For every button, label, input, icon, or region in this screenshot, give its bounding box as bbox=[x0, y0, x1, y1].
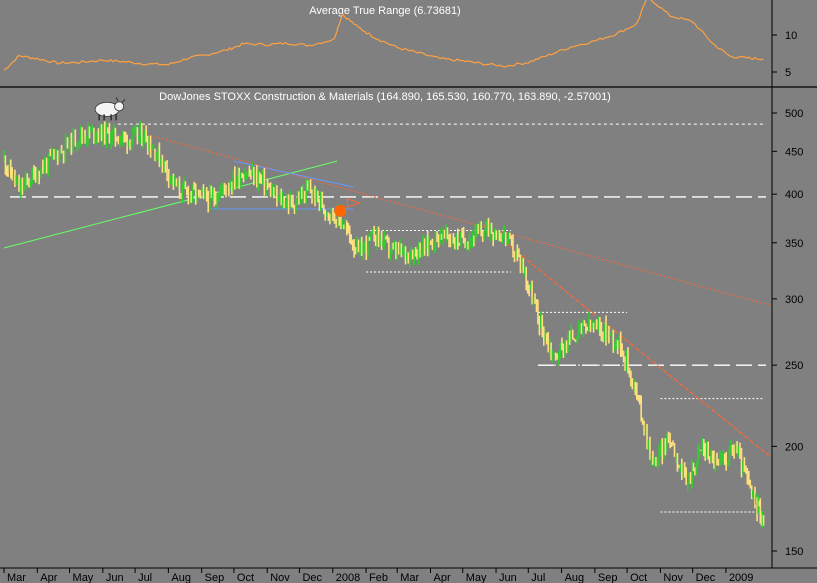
price-tick-label: 200 bbox=[785, 441, 803, 453]
atr-series-line bbox=[3, 0, 764, 71]
x-tick-label: Feb bbox=[369, 572, 388, 583]
bull-icon bbox=[94, 97, 126, 121]
x-tick-label: Oct bbox=[237, 572, 254, 583]
sell-signal-arrow-icon bbox=[346, 198, 361, 208]
price-y-axis: 150 200 250 300 350 400 450 500 bbox=[772, 108, 803, 558]
x-tick-label: Aug bbox=[565, 572, 585, 583]
price-bars bbox=[3, 121, 765, 529]
x-tick-label: Sep bbox=[598, 572, 618, 583]
x-tick-label: Jul bbox=[531, 572, 545, 583]
atr-y-axis: 5 10 bbox=[772, 30, 797, 79]
chart-markers bbox=[94, 97, 361, 217]
price-tick-label: 300 bbox=[785, 294, 803, 306]
downtrend-line-short bbox=[482, 224, 770, 457]
x-tick-label: Oct bbox=[630, 572, 647, 583]
atr-tick-label: 5 bbox=[785, 67, 791, 79]
x-tick-label: May bbox=[466, 572, 487, 583]
x-tick-label: Sep bbox=[205, 572, 225, 583]
x-tick-label: May bbox=[73, 572, 94, 583]
x-tick-label: Dec bbox=[302, 572, 322, 583]
x-tick-label: 2009 bbox=[729, 572, 753, 583]
x-tick-label: Apr bbox=[40, 572, 57, 583]
price-tick-label: 250 bbox=[785, 360, 803, 372]
x-tick-label: Jul bbox=[138, 572, 152, 583]
atr-panel: Average True Range (6.73681) 5 10 bbox=[0, 0, 817, 88]
x-tick-label: Nov bbox=[270, 572, 290, 583]
price-tick-label: 150 bbox=[785, 546, 803, 558]
channel-top-line bbox=[233, 160, 354, 188]
x-tick-label: Dec bbox=[696, 572, 716, 583]
price-tick-label: 350 bbox=[785, 238, 803, 250]
x-tick-label: Jun bbox=[499, 572, 517, 583]
downtrend-line-long bbox=[149, 135, 770, 306]
price-tick-label: 500 bbox=[785, 108, 803, 120]
x-tick-label: Mar bbox=[7, 572, 26, 583]
x-tick-label: Jun bbox=[106, 572, 124, 583]
price-tick-label: 400 bbox=[785, 189, 803, 201]
price-panel: DowJones STOXX Construction & Materials … bbox=[3, 91, 803, 558]
price-tick-label: 450 bbox=[785, 146, 803, 158]
x-axis: Mar Apr May Jun Jul Aug Sep Oct Nov Dec 2008 Feb Mar… bbox=[3, 568, 753, 583]
sell-signal-marker bbox=[334, 204, 347, 217]
atr-title: Average True Range (6.73681) bbox=[309, 5, 460, 17]
x-tick-label: Nov bbox=[663, 572, 683, 583]
price-title: DowJones STOXX Construction & Materials … bbox=[159, 91, 611, 103]
x-tick-label: Apr bbox=[434, 572, 451, 583]
x-tick-label: Mar bbox=[400, 572, 419, 583]
chart-annotations bbox=[3, 123, 770, 513]
uptrend-line bbox=[3, 160, 338, 249]
atr-tick-label: 10 bbox=[785, 30, 797, 42]
x-tick-label: Aug bbox=[171, 572, 191, 583]
x-tick-label: 2008 bbox=[336, 572, 360, 583]
